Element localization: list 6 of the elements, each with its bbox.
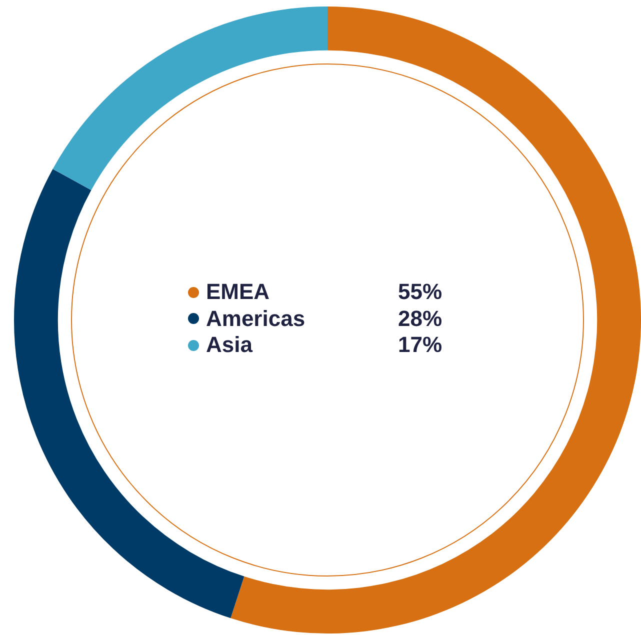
data-label: 28% xyxy=(398,306,442,332)
data-label: 17% xyxy=(398,332,442,358)
data-label: 55% xyxy=(398,279,442,306)
legend-label: Americas xyxy=(206,306,306,332)
legend-label: EMEA xyxy=(206,279,271,306)
legend-label: Asia xyxy=(206,332,254,358)
